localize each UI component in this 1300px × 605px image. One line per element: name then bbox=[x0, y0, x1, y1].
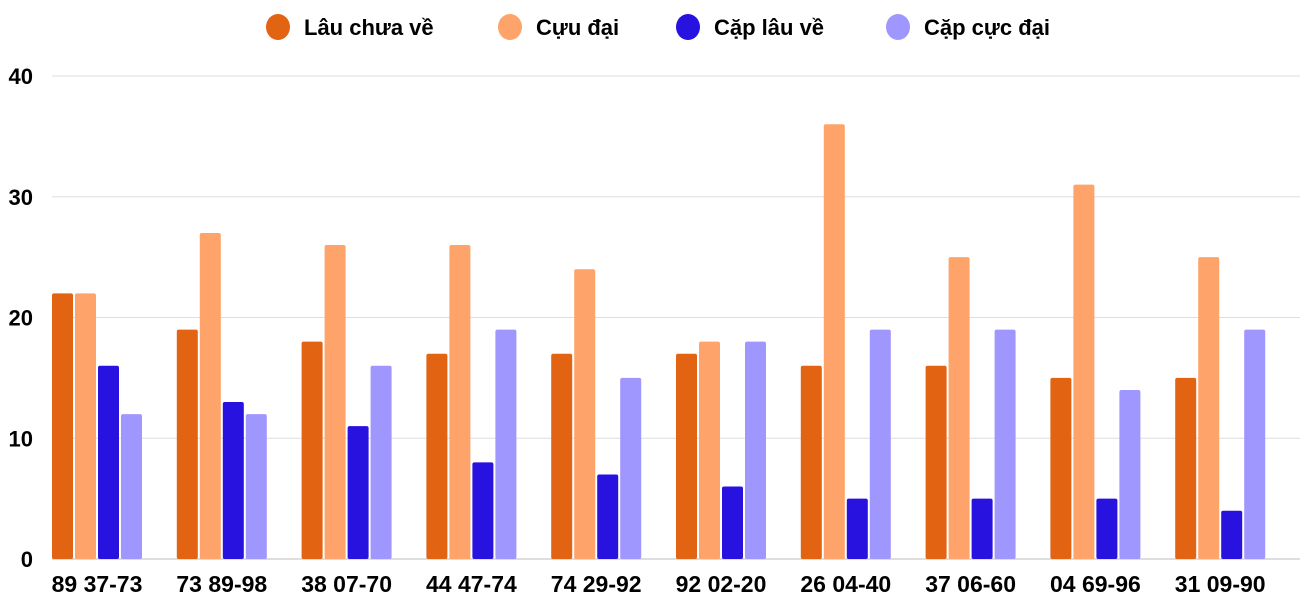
legend-label: Cặp lâu về bbox=[714, 15, 824, 40]
legend-item[interactable]: Cặp lâu về bbox=[676, 14, 824, 40]
bar[interactable] bbox=[347, 426, 369, 559]
x-tick-label: 74 29-92 bbox=[551, 571, 642, 597]
legend-swatch-icon bbox=[498, 14, 522, 40]
bar[interactable] bbox=[121, 414, 142, 559]
bar[interactable] bbox=[1244, 329, 1266, 559]
x-axis: 89 37-73 73 89-98 38 07-70 44 47-74 74 29-92… bbox=[52, 571, 1266, 597]
legend: Lâu chưa về Cựu đại Cặp lâu về Cặp cực đại bbox=[266, 14, 1050, 40]
bar[interactable] bbox=[324, 245, 346, 560]
bar[interactable] bbox=[98, 365, 119, 559]
bar[interactable] bbox=[1175, 377, 1197, 559]
bar[interactable] bbox=[1096, 498, 1118, 559]
bars bbox=[52, 124, 1266, 560]
bar[interactable] bbox=[245, 414, 267, 559]
bar[interactable] bbox=[472, 462, 494, 559]
bar[interactable] bbox=[597, 474, 619, 559]
y-axis: 0 10 20 30 40 bbox=[9, 64, 33, 572]
legend-swatch-icon bbox=[676, 14, 700, 40]
bar[interactable] bbox=[574, 269, 596, 559]
y-tick-label: 0 bbox=[21, 547, 33, 572]
legend-swatch-icon bbox=[886, 14, 910, 40]
bar[interactable] bbox=[676, 353, 697, 559]
bar[interactable] bbox=[846, 498, 868, 559]
legend-label: Cựu đại bbox=[536, 15, 619, 40]
bar[interactable] bbox=[1198, 257, 1220, 559]
x-tick-label: 89 37-73 bbox=[52, 571, 143, 597]
legend-swatch-icon bbox=[266, 14, 290, 40]
bar[interactable] bbox=[75, 293, 96, 559]
x-tick-label: 04 69-96 bbox=[1050, 571, 1141, 597]
x-tick-label: 38 07-70 bbox=[301, 571, 392, 597]
bar[interactable] bbox=[222, 402, 244, 559]
x-tick-label: 44 47-74 bbox=[426, 571, 517, 597]
bar[interactable] bbox=[426, 353, 448, 559]
bar[interactable] bbox=[199, 232, 221, 559]
bar[interactable] bbox=[722, 486, 743, 559]
bar[interactable] bbox=[551, 353, 573, 559]
legend-item[interactable]: Lâu chưa về bbox=[266, 14, 434, 40]
bar[interactable] bbox=[1119, 389, 1141, 559]
x-tick-label: 37 06-60 bbox=[925, 571, 1016, 597]
bar[interactable] bbox=[301, 341, 323, 559]
bar[interactable] bbox=[925, 365, 947, 559]
bar[interactable] bbox=[948, 257, 970, 559]
legend-label: Cặp cực đại bbox=[924, 15, 1050, 40]
legend-item[interactable]: Cặp cực đại bbox=[886, 14, 1050, 40]
x-tick-label: 73 89-98 bbox=[176, 571, 267, 597]
x-tick-label: 31 09-90 bbox=[1175, 571, 1266, 597]
y-tick-label: 40 bbox=[9, 64, 33, 89]
bar[interactable] bbox=[971, 498, 993, 559]
bar[interactable] bbox=[745, 341, 766, 559]
x-tick-label: 26 04-40 bbox=[800, 571, 891, 597]
legend-item[interactable]: Cựu đại bbox=[498, 14, 619, 40]
bar[interactable] bbox=[869, 329, 891, 559]
x-tick-label: 92 02-20 bbox=[676, 571, 767, 597]
bar[interactable] bbox=[1050, 377, 1072, 559]
bar[interactable] bbox=[994, 329, 1016, 559]
bar[interactable] bbox=[449, 245, 471, 560]
y-tick-label: 10 bbox=[9, 426, 33, 451]
bar[interactable] bbox=[495, 329, 517, 559]
bar[interactable] bbox=[800, 365, 822, 559]
bar[interactable] bbox=[620, 377, 642, 559]
y-tick-label: 20 bbox=[9, 306, 33, 331]
bar[interactable] bbox=[699, 341, 720, 559]
bar[interactable] bbox=[370, 365, 392, 559]
bar[interactable] bbox=[1221, 510, 1243, 559]
bar[interactable] bbox=[176, 329, 198, 559]
bar[interactable] bbox=[1073, 184, 1095, 560]
y-tick-label: 30 bbox=[9, 185, 33, 210]
bar[interactable] bbox=[823, 124, 845, 560]
bar[interactable] bbox=[52, 293, 73, 559]
legend-label: Lâu chưa về bbox=[304, 15, 434, 40]
